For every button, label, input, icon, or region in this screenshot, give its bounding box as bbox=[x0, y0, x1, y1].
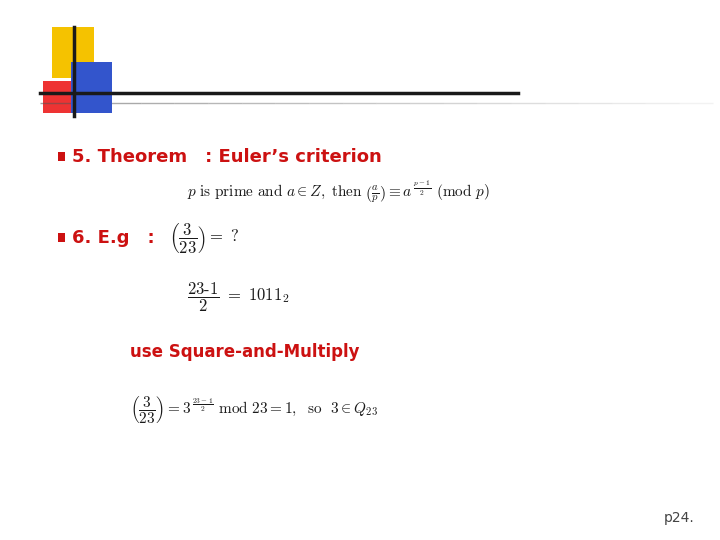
Bar bbox=[43, 81, 85, 113]
Bar bbox=[71, 62, 112, 113]
Text: 5. Theorem : Euler’s criterion: 5. Theorem : Euler’s criterion bbox=[72, 147, 382, 166]
Bar bbox=[58, 233, 65, 242]
Text: $p\ \mathrm{is\ prime\ and}\ a \in Z,\ \mathrm{then}\ \left(\frac{a}{p}\right) \: $p\ \mathrm{is\ prime\ and}\ a \in Z,\ \… bbox=[187, 178, 490, 205]
Text: p24.: p24. bbox=[664, 511, 695, 525]
Text: $\dfrac{23\text{-}1}{2}\ =\ 1011_2$: $\dfrac{23\text{-}1}{2}\ =\ 1011_2$ bbox=[187, 280, 289, 314]
Text: $\left(\dfrac{3}{23}\right)=3^{\,\frac{23-1}{2}}\ \mathrm{mod}\ 23=1,\ \ \mathrm: $\left(\dfrac{3}{23}\right)=3^{\,\frac{2… bbox=[130, 395, 377, 426]
Text: use Square-and-Multiply: use Square-and-Multiply bbox=[130, 343, 359, 361]
Text: 6. E.g :: 6. E.g : bbox=[72, 228, 155, 247]
Text: $\left(\dfrac{3}{23}\right)=\ ?$: $\left(\dfrac{3}{23}\right)=\ ?$ bbox=[169, 221, 239, 254]
Bar bbox=[52, 27, 94, 78]
Bar bbox=[58, 152, 65, 161]
